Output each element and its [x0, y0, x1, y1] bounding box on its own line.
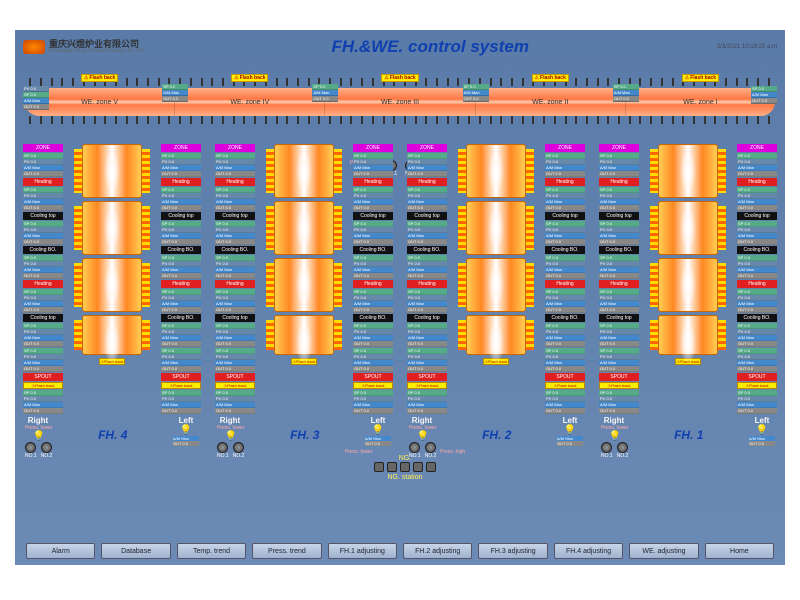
nav-button[interactable]: FH.1 adjusting: [328, 543, 397, 559]
we-panel-right[interactable]: SP 0.0 A/M Man OUT 0.0: [751, 86, 777, 104]
we-zone-panel[interactable]: SP 0.0A/M ManOUT 0.0: [162, 84, 188, 102]
ctrl-stack-left[interactable]: ZONESP 0.0PV 0.0A/M ManOUT 0.0HeatingSP …: [599, 144, 639, 414]
flash-back-tag: Flash back: [231, 74, 268, 82]
ctrl-stack-left[interactable]: ZONESP 0.0PV 0.0A/M ManOUT 0.0HeatingSP …: [407, 144, 447, 414]
hmi-screen: 重庆兴煜炉业有限公司 Chongqing Xinyu Furnace Indus…: [15, 30, 785, 565]
fh-unit: ZONESP 0.0PV 0.0A/M ManOUT 0.0HeatingSP …: [599, 144, 777, 488]
ng-equipment: [345, 462, 465, 472]
side-right: Right: [409, 416, 435, 425]
bulb-icon: 💡: [217, 431, 245, 442]
side-left: Left: [173, 416, 199, 425]
fan-icon[interactable]: [41, 442, 52, 453]
flash-back-tag: Flash back: [81, 74, 118, 82]
fh-name: FH. 3: [290, 428, 319, 442]
burner-row-bottom: [25, 116, 775, 124]
nav-button[interactable]: Temp. trend: [177, 543, 246, 559]
side-right: Right: [25, 416, 51, 425]
flash-back-tag: Flash back: [532, 74, 569, 82]
fan-icon[interactable]: [617, 442, 628, 453]
fh-section: ZONESP 0.0PV 0.0A/M ManOUT 0.0HeatingSP …: [15, 138, 785, 488]
nav-button[interactable]: FH.3 adjusting: [478, 543, 547, 559]
bulb-icon: 💡: [409, 431, 437, 442]
we-zone-panel[interactable]: SP 0.0A/M ManOUT 0.0: [312, 84, 338, 102]
fan-icon[interactable]: [217, 442, 228, 453]
page-title: FH.&WE. control system: [144, 37, 717, 57]
furnace-body: ⚠Flash back: [644, 144, 732, 414]
we-zone-panel[interactable]: SP 0.0A/M ManOUT 0.0: [463, 84, 489, 102]
nav-button[interactable]: FH.4 adjusting: [554, 543, 623, 559]
we-zone-panel[interactable]: SP 0.0A/M ManOUT 0.0: [613, 84, 639, 102]
flash-back-tag: Flash back: [381, 74, 418, 82]
fh-unit: ZONESP 0.0PV 0.0A/M ManOUT 0.0HeatingSP …: [215, 144, 393, 488]
ctrl-stack-left[interactable]: ZONESP 0.0PV 0.0A/M ManOUT 0.0HeatingSP …: [215, 144, 255, 414]
flash-back-tag: Flash back: [682, 74, 719, 82]
furnace-body: ⚠Flash back: [260, 144, 348, 414]
bulb-icon: 💡: [365, 425, 391, 436]
furnace-body: ⚠Flash back: [68, 144, 156, 414]
ctrl-stack-right[interactable]: ZONESP 0.0PV 0.0A/M ManOUT 0.0HeatingSP …: [737, 144, 777, 414]
company-logo: 重庆兴煜炉业有限公司 Chongqing Xinyu Furnace Indus…: [23, 40, 144, 54]
we-zone[interactable]: WE. zone IIIFlash backSP 0.0A/M ManOUT 0…: [324, 88, 474, 116]
we-section: WE. zone VFlash backWE. zone IVFlash bac…: [25, 68, 775, 138]
nav-button[interactable]: Alarm: [26, 543, 95, 559]
ctrl-stack-left[interactable]: ZONESP 0.0PV 0.0A/M ManOUT 0.0HeatingSP …: [23, 144, 63, 414]
company-name-en: Chongqing Xinyu Furnace Industry Co.,Ltd: [49, 49, 144, 54]
we-pipe: WE. zone VFlash backWE. zone IVFlash bac…: [25, 88, 775, 116]
ctrl-stack-right[interactable]: ZONESP 0.0PV 0.0A/M ManOUT 0.0HeatingSP …: [353, 144, 393, 414]
we-zone[interactable]: WE. zone IIFlash backSP 0.0A/M ManOUT 0.…: [475, 88, 625, 116]
ctrl-stack-right[interactable]: ZONESP 0.0PV 0.0A/M ManOUT 0.0HeatingSP …: [545, 144, 585, 414]
nav-button[interactable]: FH.2 adjusting: [403, 543, 472, 559]
fan-icon[interactable]: [233, 442, 244, 453]
ng-station: Press. lower Press. high NG. NG. station: [345, 449, 465, 481]
furnace-body: ⚠Flash back: [452, 144, 540, 414]
fh-unit: ZONESP 0.0PV 0.0A/M ManOUT 0.0HeatingSP …: [407, 144, 585, 488]
bulb-icon: 💡: [601, 431, 629, 442]
logo-icon: [23, 40, 45, 54]
side-left: Left: [557, 416, 583, 425]
fan-icon[interactable]: [601, 442, 612, 453]
bulb-icon: 💡: [557, 425, 583, 436]
bulb-icon: 💡: [173, 425, 199, 436]
fh-name: FH. 4: [98, 428, 127, 442]
side-right: Right: [217, 416, 243, 425]
bulb-icon: 💡: [25, 431, 53, 442]
we-panel-left[interactable]: PV 0.0 SP 0.0 A/M Man OUT 0.0: [23, 86, 49, 110]
ng-label: NG.: [345, 455, 465, 462]
side-right: Right: [601, 416, 627, 425]
fan-icon[interactable]: [25, 442, 36, 453]
fh-name: FH. 2: [482, 428, 511, 442]
nav-button[interactable]: Database: [101, 543, 170, 559]
ctrl-stack-right[interactable]: ZONESP 0.0PV 0.0A/M ManOUT 0.0HeatingSP …: [161, 144, 201, 414]
button-bar: Alarm Database Temp. trend Press. trend FH.1…: [15, 543, 785, 559]
nav-button[interactable]: Home: [705, 543, 774, 559]
nav-button[interactable]: Press. trend: [252, 543, 321, 559]
fh-unit: ZONESP 0.0PV 0.0A/M ManOUT 0.0HeatingSP …: [23, 144, 201, 488]
nav-button[interactable]: WE. adjusting: [629, 543, 698, 559]
timestamp: 2/3/2021 10:19:25 a.m: [717, 44, 777, 50]
ng-press-high: Press. high: [440, 449, 465, 455]
ng-press-lower: Press. lower: [345, 449, 373, 455]
header: 重庆兴煜炉业有限公司 Chongqing Xinyu Furnace Indus…: [15, 30, 785, 64]
ng-station-label: NG. station: [345, 474, 465, 481]
side-left: Left: [365, 416, 391, 425]
we-zone[interactable]: WE. zone IVFlash backSP 0.0A/M ManOUT 0.…: [174, 88, 324, 116]
bulb-icon: 💡: [749, 425, 775, 436]
fh-name: FH. 1: [674, 428, 703, 442]
side-left: Left: [749, 416, 775, 425]
